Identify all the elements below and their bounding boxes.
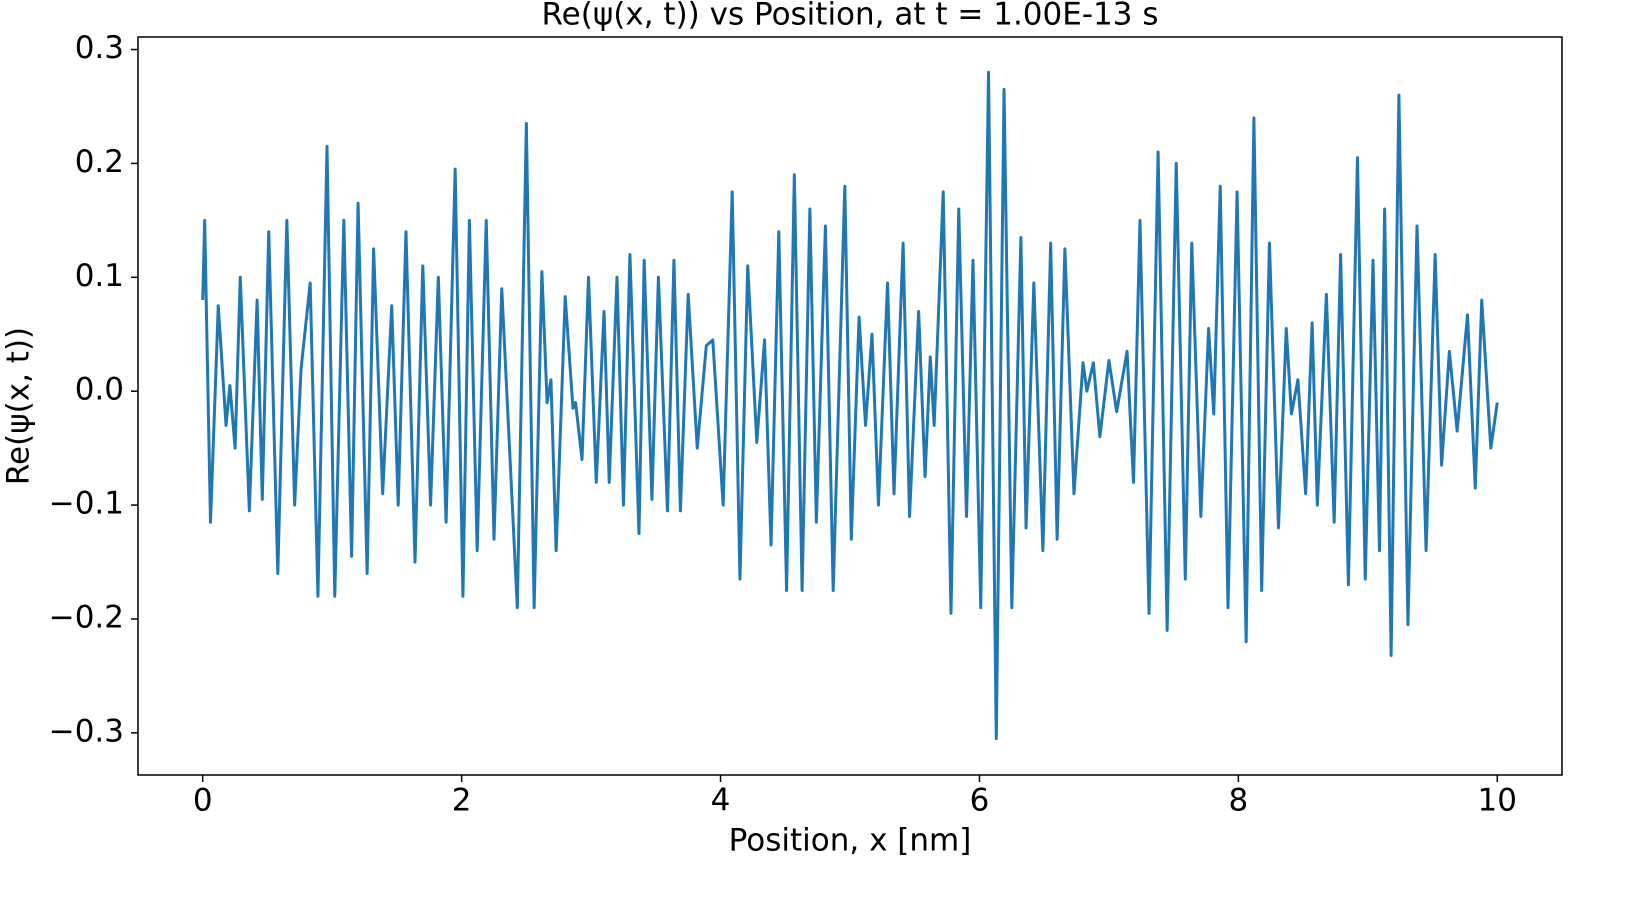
y-tick-label: 0.3 <box>75 30 124 66</box>
y-tick-label: 0.1 <box>75 258 124 294</box>
y-tick-label: 0.0 <box>75 372 124 408</box>
y-tick-label: −0.2 <box>49 599 124 635</box>
x-tick-label: 4 <box>711 783 731 819</box>
x-axis-label: Position, x [nm] <box>729 823 972 859</box>
y-axis-label: Re(ψ(x, t)) <box>1 327 37 485</box>
x-tick-label: 6 <box>970 783 990 819</box>
data-line <box>201 70 1499 741</box>
x-tick-label: 0 <box>193 783 213 819</box>
x-tick-label: 2 <box>452 783 472 819</box>
chart-title: Re(ψ(x, t)) vs Position, at t = 1.00E-13… <box>542 0 1159 33</box>
y-tick-label: −0.3 <box>49 713 124 749</box>
y-tick-label: 0.2 <box>75 144 124 180</box>
x-tick-label: 8 <box>1228 783 1248 819</box>
y-tick-label: −0.1 <box>49 486 124 522</box>
plot-frame <box>137 36 1563 776</box>
x-tick-label: 10 <box>1478 783 1517 819</box>
